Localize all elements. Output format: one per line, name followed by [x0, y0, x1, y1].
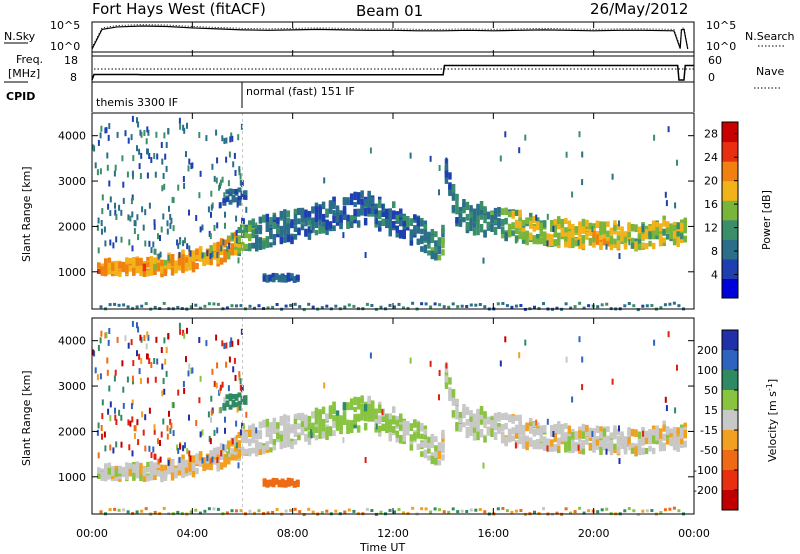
- power-colorbar-tick-label: 12: [704, 222, 718, 235]
- power-data-layer: [92, 113, 687, 312]
- power-colorbar-frame: [721, 121, 739, 299]
- power-colorbar-label: Power [dB]: [760, 190, 773, 250]
- y-tick-label: 4000: [58, 335, 86, 348]
- velocity-colorbar-segment: [722, 430, 738, 451]
- freq-label: Freq.: [16, 53, 43, 66]
- y-tick-label: 2000: [58, 220, 86, 233]
- x-tick-label: 08:00: [277, 527, 309, 540]
- velocity-colorbar-segment: [722, 470, 738, 491]
- nsky-tick-top: 10^5: [50, 19, 80, 32]
- y-tick-label: 3000: [58, 175, 86, 188]
- x-tick-label: 12:00: [377, 527, 409, 540]
- nsky-series-line: [91, 25, 689, 50]
- velocity-colorbar-segment: [722, 450, 738, 471]
- power-colorbar-segment: [722, 200, 738, 221]
- power-colorbar-segment: [722, 122, 738, 143]
- y-tick-label: 3000: [58, 380, 86, 393]
- freq-unit-label: [MHz]: [8, 67, 40, 80]
- x-axis-label: Time UT: [359, 541, 405, 554]
- velocity-colorbar-tick-label: -15: [700, 424, 718, 437]
- x-tick-label: 20:00: [578, 527, 610, 540]
- nave-tick-top: 60: [708, 54, 722, 67]
- nave-tick-bottom: 0: [708, 71, 715, 84]
- velocity-colorbar-segment: [722, 410, 738, 431]
- power-panel: Slant Range [km] 1000 2000 3000 4000 4 8 12 16…: [20, 112, 773, 312]
- date-title: 26/May/2012: [590, 0, 688, 18]
- nsky-right-tick-bottom: 10^0: [706, 40, 736, 53]
- power-colorbar-tick-label: 4: [711, 269, 718, 282]
- y-tick-label: 1000: [58, 266, 86, 279]
- power-colorbar-segment: [722, 258, 738, 279]
- velocity-colorbar-tick-label: 15: [704, 404, 718, 417]
- freq-panel: Freq. [MHz] 18 8 60 0 Nave: [4, 53, 784, 89]
- y-tick-label: 4000: [58, 130, 86, 143]
- y-tick-label: 1000: [58, 471, 86, 484]
- power-colorbar-segment: [722, 180, 738, 201]
- velocity-colorbar-frame: [721, 329, 739, 511]
- velocity-colorbar-segment: [722, 370, 738, 391]
- power-colorbar: 4 8 12 16 20 24 28: [704, 121, 739, 299]
- power-colorbar-tick-label: 28: [704, 128, 718, 141]
- station-title: Fort Hays West (fitACF): [92, 0, 266, 18]
- y-tick-label: 2000: [58, 425, 86, 438]
- velocity-colorbar-tick-label: 200: [697, 344, 718, 357]
- cpid-label: CPID: [6, 90, 35, 103]
- velocity-data-layer: [92, 318, 687, 517]
- nsky-label: N.Sky: [4, 30, 36, 43]
- velocity-ylabel: Slant Range [km]: [20, 370, 33, 466]
- power-colorbar-segment: [722, 161, 738, 182]
- frequency-series-line: [91, 64, 694, 81]
- velocity-colorbar-segment: [722, 490, 738, 511]
- nsky-tick-bottom: 10^0: [50, 40, 80, 53]
- power-colorbar-segment: [722, 278, 738, 299]
- beam-title: Beam 01: [356, 2, 423, 20]
- power-colorbar-tick-label: 8: [711, 245, 718, 258]
- power-colorbar-tick-label: 20: [704, 175, 718, 188]
- velocity-colorbar-tick-label: 50: [704, 384, 718, 397]
- cpid-program-1: themis 3300 IF: [96, 96, 178, 109]
- power-colorbar-segment: [722, 219, 738, 240]
- x-tick-label: 00:00: [678, 527, 710, 540]
- nave-label: Nave: [756, 65, 784, 78]
- power-y-axis: 1000 2000 3000 4000: [58, 130, 694, 279]
- cpid-panel: CPID themis 3300 IF normal (fast) 151 IF: [6, 82, 695, 112]
- x-tick-label: 00:00: [76, 527, 108, 540]
- velocity-colorbar-segment: [722, 390, 738, 411]
- velocity-colorbar-segment: [722, 330, 738, 351]
- velocity-y-axis: 1000 2000 3000 4000: [58, 335, 694, 484]
- power-colorbar-tick-label: 24: [704, 151, 718, 164]
- power-colorbar-segment: [722, 239, 738, 260]
- velocity-colorbar-segment: [722, 350, 738, 371]
- nsearch-label: N.Search: [745, 30, 795, 43]
- freq-tick-top: 18: [64, 54, 78, 67]
- power-colorbar-tick-label: 16: [704, 198, 718, 211]
- nsky-right-tick-top: 10^5: [706, 19, 736, 32]
- velocity-colorbar-tick-label: -100: [693, 464, 718, 477]
- x-tick-label: 04:00: [176, 527, 208, 540]
- velocity-colorbar: 200 100 50 15 -15 -50 -100 -200: [693, 329, 739, 511]
- velocity-colorbar-tick-label: 100: [697, 364, 718, 377]
- velocity-colorbar-tick-label: -200: [693, 484, 718, 497]
- nsearch-series-line: [91, 24, 689, 48]
- velocity-colorbar-tick-label: -50: [700, 444, 718, 457]
- x-tick-label: 16:00: [477, 527, 509, 540]
- cpid-program-2: normal (fast) 151 IF: [246, 85, 355, 98]
- time-x-axis: 00:00 04:00 08:00 12:00 16:00 20:00 00:00: [76, 22, 710, 540]
- nsky-panel: N.Sky 10^5 10^0 10^5 10^0 N.Search: [4, 19, 795, 53]
- velocity-colorbar-label: Velocity [m s-1]: [765, 379, 779, 462]
- power-ylabel: Slant Range [km]: [20, 166, 33, 262]
- freq-tick-bottom: 8: [70, 71, 77, 84]
- power-colorbar-segment: [722, 141, 738, 162]
